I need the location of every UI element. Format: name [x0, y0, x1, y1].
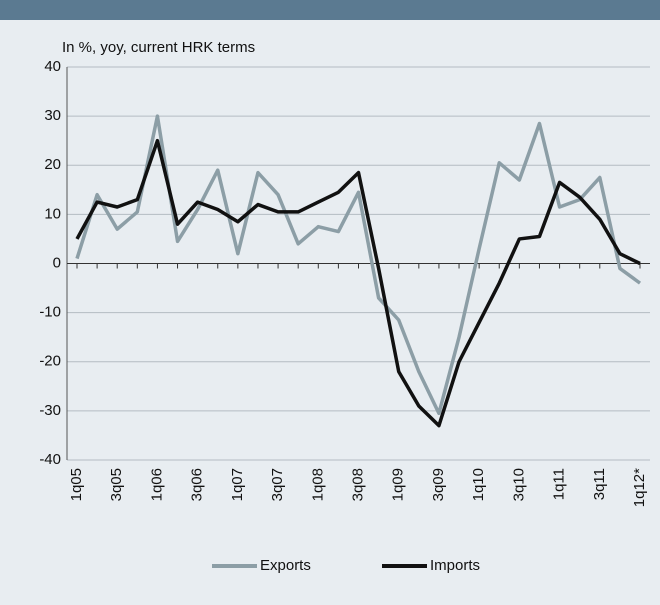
y-axis-title: In %, yoy, current HRK terms — [62, 39, 255, 56]
y-tick-label: 10 — [44, 205, 61, 222]
x-tick-label: 3q07 — [269, 468, 286, 501]
y-tick-label: 0 — [53, 254, 61, 271]
y-tick-label: 20 — [44, 156, 61, 173]
x-tick-label: 1q10 — [470, 468, 487, 501]
x-tick-label: 3q08 — [349, 468, 366, 501]
legend-label: Exports — [260, 557, 311, 574]
x-tick-label: 3q05 — [108, 468, 125, 501]
x-tick-label: 3q09 — [430, 468, 447, 501]
y-tick-label: -30 — [39, 402, 61, 419]
x-tick-label: 1q08 — [309, 468, 326, 501]
header-band — [0, 0, 660, 20]
series-line — [75, 138, 641, 428]
x-tick-label: 1q06 — [148, 468, 165, 501]
legend-label: Imports — [430, 557, 480, 574]
x-tick-label: 1q11 — [551, 468, 568, 500]
x-tick-label: 3q11 — [591, 468, 608, 500]
x-tick-label: 1q12* — [631, 468, 648, 507]
y-tick-label: -20 — [39, 353, 61, 370]
y-tick-label: 30 — [44, 107, 61, 124]
x-tick-label: 1q07 — [229, 468, 246, 501]
x-tick-label: 3q10 — [510, 468, 527, 501]
x-tick-label: 1q09 — [390, 468, 407, 501]
y-tick-label: 40 — [44, 58, 61, 75]
y-tick-label: -10 — [39, 304, 61, 321]
x-tick-label: 3q06 — [189, 468, 206, 501]
x-tick-label: 1q05 — [68, 468, 85, 501]
y-tick-label: -40 — [39, 451, 61, 468]
